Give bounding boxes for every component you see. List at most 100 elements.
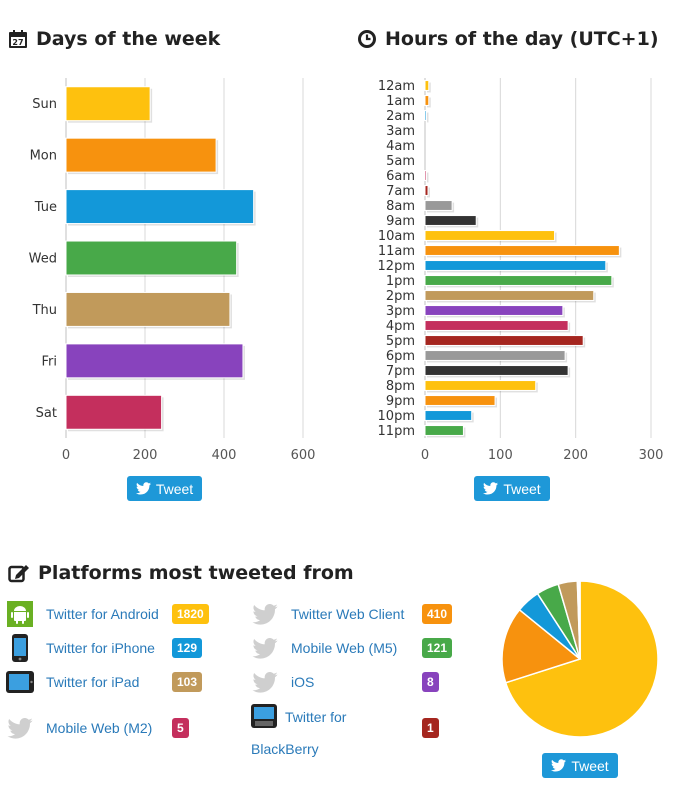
bar-shadow — [427, 172, 429, 183]
x-tick-label: 0 — [421, 448, 429, 463]
hours-heading: Hours of the day (UTC+1) — [357, 28, 659, 50]
ipad-icon — [6, 668, 34, 696]
y-tick-label: 1pm — [386, 274, 415, 289]
bar — [424, 425, 464, 436]
iphone-icon — [6, 634, 34, 662]
days-heading: 27 Days of the week — [8, 28, 220, 50]
x-tick-label: 400 — [212, 448, 237, 463]
clock-icon — [358, 30, 376, 48]
bar — [424, 365, 569, 376]
platform-ipad[interactable]: Twitter for iPad — [6, 668, 139, 696]
platform-count-badge: 103 — [172, 672, 203, 692]
bar — [424, 170, 428, 181]
x-tick-label: 100 — [488, 448, 513, 463]
bar — [424, 230, 556, 241]
y-tick-label: 11pm — [378, 424, 415, 439]
platforms-pie-chart — [501, 580, 659, 738]
platform-count-badge: 410 — [422, 604, 453, 624]
y-tick-label: 2am — [386, 109, 415, 124]
platform-name[interactable]: Twitter for BlackBerry — [251, 709, 347, 757]
y-tick-label: 6pm — [386, 349, 415, 364]
bar — [424, 395, 496, 406]
platform-name[interactable]: Twitter Web Client — [291, 606, 405, 622]
hours-tweet-button[interactable]: Tweet — [474, 476, 550, 501]
platform-name[interactable]: Mobile Web (M5) — [291, 640, 398, 656]
platform-name[interactable]: iOS — [291, 674, 315, 690]
y-tick-label: Mon — [30, 149, 57, 164]
y-tick-label: Wed — [29, 252, 57, 267]
platform-mobile-web-m5[interactable]: Mobile Web (M5) — [251, 634, 397, 662]
bar-shadow — [427, 112, 429, 123]
days-title: Days of the week — [36, 28, 221, 50]
x-tick-label: 0 — [62, 448, 70, 463]
platform-count-badge: 1820 — [172, 604, 209, 624]
bar — [424, 380, 537, 391]
hours-chart: 0 100 200 300 12am1am2am3am4am5am6am7am8am9a… — [378, 78, 664, 463]
platform-ios[interactable]: iOS — [251, 668, 314, 696]
pie-slice — [504, 580, 659, 738]
bar — [424, 305, 564, 316]
platform-name[interactable]: Twitter for iPhone — [46, 640, 155, 656]
y-tick-label: 10am — [378, 229, 415, 244]
x-tick-label: 600 — [291, 448, 316, 463]
platform-web-client[interactable]: Twitter Web Client — [251, 600, 404, 628]
platform-iphone[interactable]: Twitter for iPhone — [6, 634, 155, 662]
bird-icon — [251, 668, 279, 696]
days-tweet-label: Tweet — [155, 480, 194, 497]
bird-icon — [6, 714, 34, 742]
svg-text:27: 27 — [12, 38, 23, 47]
platform-name[interactable]: Mobile Web (M2) — [46, 720, 153, 736]
bar — [65, 240, 238, 276]
bar — [424, 335, 584, 346]
y-tick-label: 8pm — [386, 379, 415, 394]
bar — [424, 200, 453, 211]
y-tick-label: Fri — [42, 354, 58, 369]
platform-name[interactable]: Twitter for iPad — [46, 674, 140, 690]
platforms-tweet-label: Tweet — [571, 757, 609, 774]
platform-mobile-web-m2[interactable]: Mobile Web (M2) — [6, 714, 152, 742]
edit-icon — [8, 565, 29, 583]
platform-blackberry[interactable]: Twitter for BlackBerry — [251, 704, 381, 762]
y-tick-label: 2pm — [386, 289, 415, 304]
bar — [65, 343, 244, 379]
x-tick-label: 200 — [133, 448, 158, 463]
pie-slice — [501, 608, 582, 684]
bar — [424, 260, 607, 271]
y-tick-label: 8am — [386, 199, 415, 214]
android-icon — [6, 600, 34, 628]
bar — [65, 291, 231, 327]
y-tick-label: 5am — [386, 154, 415, 169]
platform-android[interactable]: Twitter for Android — [6, 600, 159, 628]
platform-name[interactable]: Twitter for Android — [46, 606, 159, 622]
y-tick-label: 3pm — [386, 304, 415, 319]
bar — [424, 275, 613, 286]
x-tick-label: 300 — [639, 448, 664, 463]
bar — [424, 95, 430, 106]
y-tick-label: 5pm — [386, 334, 415, 349]
y-tick-label: Tue — [34, 200, 57, 215]
y-tick-label: Thu — [32, 303, 57, 318]
y-tick-label: 11am — [378, 244, 415, 259]
y-tick-label: 12am — [378, 79, 415, 94]
bar — [424, 215, 477, 226]
calendar-icon: 27 — [9, 30, 27, 48]
y-tick-label: 9pm — [386, 394, 415, 409]
hours-tweet-label: Tweet — [503, 480, 541, 497]
bar — [424, 80, 430, 91]
y-tick-label: 12pm — [378, 259, 415, 274]
bar — [65, 394, 163, 430]
blackberry-icon — [251, 704, 277, 736]
y-tick-label: Sat — [36, 406, 57, 421]
y-tick-label: 4pm — [386, 319, 415, 334]
y-tick-label: 9am — [386, 214, 415, 229]
platform-count-badge: 5 — [172, 718, 189, 738]
bar — [65, 189, 255, 225]
y-tick-label: 4am — [386, 139, 415, 154]
bird-icon — [251, 600, 279, 628]
twitter-bird-icon — [483, 482, 499, 495]
platforms-tweet-button[interactable]: Tweet — [542, 753, 618, 778]
bar — [65, 137, 217, 173]
bar — [424, 410, 473, 421]
bar — [424, 245, 620, 256]
days-tweet-button[interactable]: Tweet — [127, 476, 202, 501]
